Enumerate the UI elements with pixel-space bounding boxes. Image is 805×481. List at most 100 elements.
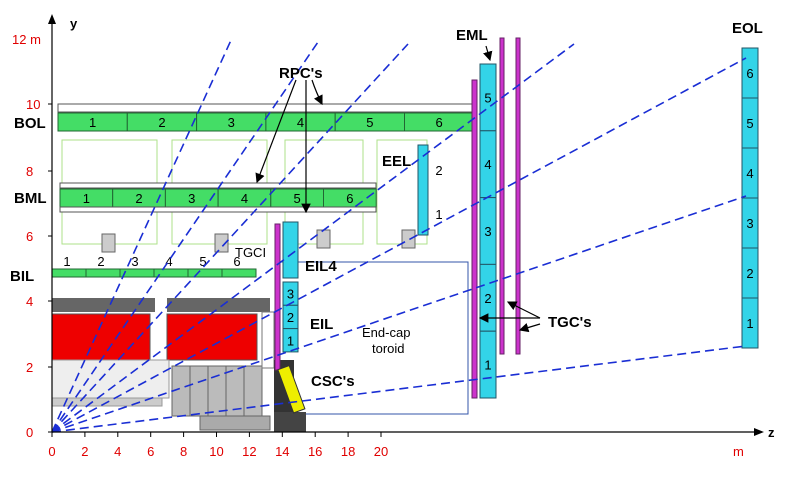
axes [51, 20, 762, 433]
tgci-magenta-strip [274, 223, 281, 371]
eml-chamber-label: 4 [484, 157, 491, 172]
y-tick-label: 4 [26, 294, 33, 309]
bml-chamber-label: 6 [346, 191, 353, 206]
bil-chambers: 1 2 3 4 5 6 [51, 254, 257, 278]
eml-label: EML [456, 27, 488, 44]
eol-label: EOL [732, 20, 763, 37]
eil4-chamber [282, 221, 299, 279]
bil-label: BIL [10, 268, 34, 285]
eml-tgc-strip-2 [515, 37, 521, 355]
eml-chamber-label: 2 [484, 291, 491, 306]
z-tick-label: 10 [209, 444, 223, 459]
eol-chamber-label: 4 [746, 166, 753, 181]
eol-chamber-label: 1 [746, 316, 753, 331]
endcap-toroid-label-2: toroid [372, 341, 405, 356]
endcap-toroid-label-1: End-cap [362, 325, 410, 340]
bil-chamber-label: 3 [131, 254, 138, 269]
bml-label: BML [14, 190, 47, 207]
bil-chamber-5 [187, 268, 223, 278]
bml-chamber-label: 3 [188, 191, 195, 206]
eel-chamber-label: 2 [435, 163, 442, 178]
endcap-toroid-outline [279, 261, 469, 415]
y-tick-label: 8 [26, 164, 33, 179]
eml-chamber-label: 3 [484, 224, 491, 239]
bol-rpc-strip [57, 103, 475, 113]
z-tick-label: 6 [147, 444, 154, 459]
tgci-label: TGCI [235, 245, 266, 260]
eml-tgc-strip-1 [499, 37, 505, 355]
z-tick-label: 16 [308, 444, 322, 459]
barrel-calorimeter-left [51, 313, 151, 361]
barrel-calorimeter-right [166, 313, 258, 361]
eml-chamber-1 [479, 330, 497, 399]
annotation-arrows [255, 45, 541, 333]
z-axis-letter: z [768, 425, 775, 440]
eel-chamber-label: 1 [435, 207, 442, 222]
z-axis-unit-label: m [733, 444, 744, 459]
z-tick-label: 18 [341, 444, 355, 459]
bol-chamber-label: 5 [366, 115, 373, 130]
bol-chamber-label: 4 [297, 115, 304, 130]
eml-chambers: 5 4 3 2 1 [479, 63, 497, 399]
z-tick-label: 12 [242, 444, 256, 459]
bol-label: BOL [14, 115, 46, 132]
bil-chamber-label: 2 [97, 254, 104, 269]
bil-chamber-2 [85, 268, 121, 278]
eil4-label: EIL4 [305, 258, 337, 275]
bil-chamber-label: 4 [165, 254, 172, 269]
eil-chamber-label: 3 [287, 287, 294, 302]
small-chambers [101, 229, 416, 253]
bml-chamber-label: 1 [83, 191, 90, 206]
tgc-label: TGC's [548, 314, 592, 331]
y-tick-label: 6 [26, 229, 33, 244]
csc-chamber [277, 364, 306, 414]
eil-chamber-label: 2 [287, 310, 294, 325]
csc-label: CSC's [311, 373, 355, 390]
eel-chambers: 21 [417, 144, 443, 236]
y-tick-label: 0 [26, 425, 33, 440]
bml-chamber-label: 4 [241, 191, 248, 206]
eil-chamber-label: 1 [287, 333, 294, 348]
eol-chamber-label: 3 [746, 216, 753, 231]
y-axis-letter: y [70, 16, 78, 31]
bil-chamber-6 [221, 268, 257, 278]
eil-chamber-1 [282, 328, 299, 353]
y-axis-arrowhead [48, 14, 56, 24]
z-tick-label: 4 [114, 444, 121, 459]
y-tick-label: 10 [26, 97, 40, 112]
z-tick-label: 14 [275, 444, 289, 459]
eol-chamber-label: 2 [746, 266, 753, 281]
z-tick-label: 20 [374, 444, 388, 459]
eml-chamber-label: 1 [484, 358, 491, 373]
bil-chamber-1 [51, 268, 87, 278]
eml-chamber-label: 5 [484, 90, 491, 105]
bil-chamber-label: 1 [63, 254, 70, 269]
eil-chambers: 3 2 1 [282, 281, 299, 353]
bol-chamber-label: 3 [228, 115, 235, 130]
bol-chamber-label: 6 [436, 115, 443, 130]
eil-label: EIL [310, 316, 333, 333]
bil-chamber-label: 5 [199, 254, 206, 269]
bml-chamber-label: 5 [294, 191, 301, 206]
eol-chamber-label: 5 [746, 116, 753, 131]
rpc-label: RPC's [279, 65, 323, 82]
eol-chamber-label: 6 [746, 66, 753, 81]
bol-chamber-label: 1 [89, 115, 96, 130]
z-tick-label: 0 [48, 444, 55, 459]
bol-chambers: 1 2 3 4 5 6 [57, 112, 475, 132]
eml-tgc-strip-left [471, 79, 478, 399]
y-axis-unit-label: 12 m [12, 32, 41, 47]
bol-chamber-label: 2 [158, 115, 165, 130]
bml-chambers: 1 2 3 4 5 6 [59, 188, 377, 208]
eta-rays [51, 37, 747, 433]
eel-label: EEL [382, 153, 411, 170]
bil-chamber-label: 6 [233, 254, 240, 269]
eol-chamber-1 [741, 297, 759, 349]
z-tick-label: 2 [81, 444, 88, 459]
z-axis-arrowhead [754, 428, 764, 436]
bml-chamber-label: 2 [135, 191, 142, 206]
y-tick-label: 2 [26, 360, 33, 375]
eel-chamber [417, 144, 429, 236]
